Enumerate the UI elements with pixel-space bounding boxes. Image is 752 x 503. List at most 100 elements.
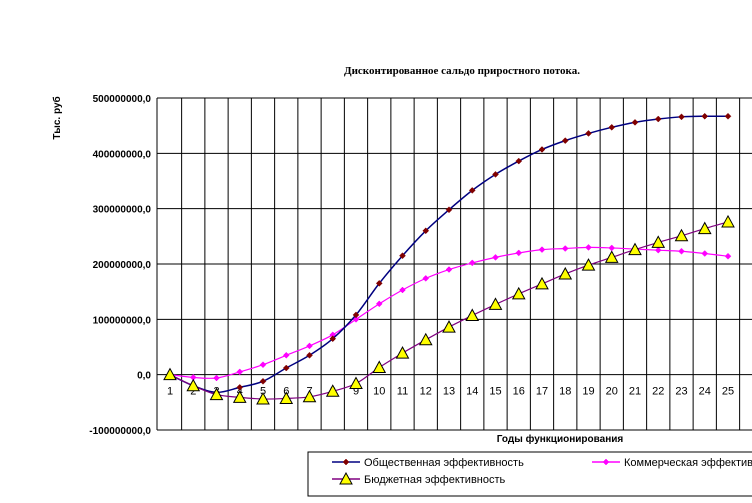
data-point bbox=[236, 368, 244, 376]
x-tick-label: 19 bbox=[582, 386, 594, 398]
data-point bbox=[488, 297, 503, 310]
legend-label: Бюджетная эффективность bbox=[364, 474, 506, 486]
data-point bbox=[442, 320, 456, 333]
x-tick-labels: 1234567891011121314151617181920212223242… bbox=[167, 386, 734, 398]
x-tick-label: 9 bbox=[353, 386, 359, 398]
legend: Общественная эффективность Коммерческая э… bbox=[307, 451, 752, 497]
data-point bbox=[399, 286, 406, 294]
y-tick-label: 500000000,0 bbox=[93, 94, 152, 105]
data-point bbox=[515, 249, 523, 257]
data-point bbox=[445, 266, 453, 273]
data-point bbox=[654, 115, 662, 123]
data-point bbox=[701, 112, 709, 120]
data-point bbox=[585, 130, 592, 137]
legend-marker bbox=[339, 471, 353, 485]
legend-marker bbox=[342, 458, 350, 466]
legend-box bbox=[307, 451, 752, 497]
data-point bbox=[163, 367, 177, 381]
y-tick-label: 300000000,0 bbox=[93, 205, 152, 216]
data-point bbox=[724, 112, 732, 120]
data-point bbox=[535, 276, 549, 290]
legend-label: Общественная эффективность bbox=[364, 457, 524, 469]
x-tick-label: 24 bbox=[699, 386, 711, 398]
data-point bbox=[352, 311, 360, 319]
data-point bbox=[282, 364, 290, 372]
data-point bbox=[558, 266, 573, 280]
x-axis-label: Годы функционирования bbox=[497, 433, 624, 445]
data-point bbox=[724, 252, 732, 260]
data-point bbox=[581, 258, 596, 271]
series-1 bbox=[166, 112, 732, 396]
chart-title: Дисконтированное сальдо прироcтного пото… bbox=[344, 65, 580, 77]
data-point bbox=[608, 244, 616, 252]
data-point bbox=[282, 351, 290, 359]
data-point bbox=[372, 360, 387, 373]
grid bbox=[156, 97, 752, 431]
legend-marker bbox=[602, 458, 610, 466]
data-point bbox=[279, 391, 294, 404]
series-3 bbox=[163, 214, 735, 405]
x-tick-label: 17 bbox=[536, 386, 548, 398]
data-point bbox=[538, 146, 546, 153]
x-tick-label: 25 bbox=[722, 386, 734, 398]
data-point bbox=[678, 247, 685, 255]
data-point bbox=[465, 308, 480, 321]
data-point bbox=[325, 384, 340, 397]
x-tick-label: 12 bbox=[420, 386, 432, 398]
data-point bbox=[259, 377, 267, 385]
data-point bbox=[515, 157, 523, 165]
data-point bbox=[306, 342, 313, 350]
data-point bbox=[306, 351, 313, 359]
data-point bbox=[349, 376, 363, 390]
y-tick-label: 400000000,0 bbox=[93, 149, 152, 160]
data-point bbox=[697, 221, 712, 235]
y-tick-label: 0,0 bbox=[137, 371, 151, 382]
data-point bbox=[721, 214, 735, 228]
data-point bbox=[561, 137, 569, 144]
data-point bbox=[628, 242, 642, 256]
data-point bbox=[492, 254, 499, 261]
data-point bbox=[186, 378, 201, 392]
data-point bbox=[631, 118, 639, 126]
data-point bbox=[511, 286, 526, 300]
data-point bbox=[604, 250, 619, 263]
y-tick-label: 100000000,0 bbox=[93, 315, 152, 326]
data-point bbox=[701, 250, 709, 257]
data-point bbox=[468, 187, 476, 194]
x-tick-label: 10 bbox=[373, 386, 385, 398]
data-point bbox=[468, 259, 476, 267]
y-axis-label: Тыс. руб bbox=[51, 96, 63, 139]
x-tick-label: 22 bbox=[652, 386, 664, 398]
x-tick-label: 21 bbox=[629, 386, 641, 398]
x-tick-label: 1 bbox=[167, 386, 173, 398]
legend-item: Бюджетная эффективность bbox=[332, 471, 506, 486]
legend-label: Коммерческая эффективность bbox=[624, 457, 752, 469]
data-point bbox=[585, 244, 592, 251]
data-point bbox=[375, 300, 383, 308]
data-point bbox=[399, 252, 406, 260]
data-point bbox=[422, 275, 430, 282]
series-line bbox=[169, 221, 729, 400]
x-tick-label: 11 bbox=[397, 386, 408, 398]
data-point bbox=[674, 228, 689, 242]
data-point bbox=[418, 332, 433, 346]
data-point bbox=[395, 346, 410, 359]
data-point bbox=[678, 113, 685, 121]
x-tick-label: 14 bbox=[466, 386, 478, 398]
data-point bbox=[608, 123, 616, 131]
x-tick-label: 15 bbox=[489, 386, 501, 398]
legend-item: Коммерческая эффективность bbox=[592, 457, 752, 469]
data-point bbox=[232, 390, 247, 403]
x-tick-label: 2 bbox=[190, 386, 196, 398]
y-tick-labels: 500000000,0 400000000,0 300000000,0 2000000… bbox=[89, 94, 151, 437]
data-point bbox=[445, 206, 453, 214]
series-lines bbox=[163, 112, 735, 405]
x-tick-label: 18 bbox=[559, 386, 571, 398]
data-point bbox=[538, 246, 546, 253]
data-point bbox=[654, 246, 662, 254]
data-point bbox=[213, 374, 220, 382]
y-tick-label: 200000000,0 bbox=[93, 260, 152, 271]
data-point bbox=[561, 245, 569, 252]
data-point bbox=[209, 387, 224, 401]
